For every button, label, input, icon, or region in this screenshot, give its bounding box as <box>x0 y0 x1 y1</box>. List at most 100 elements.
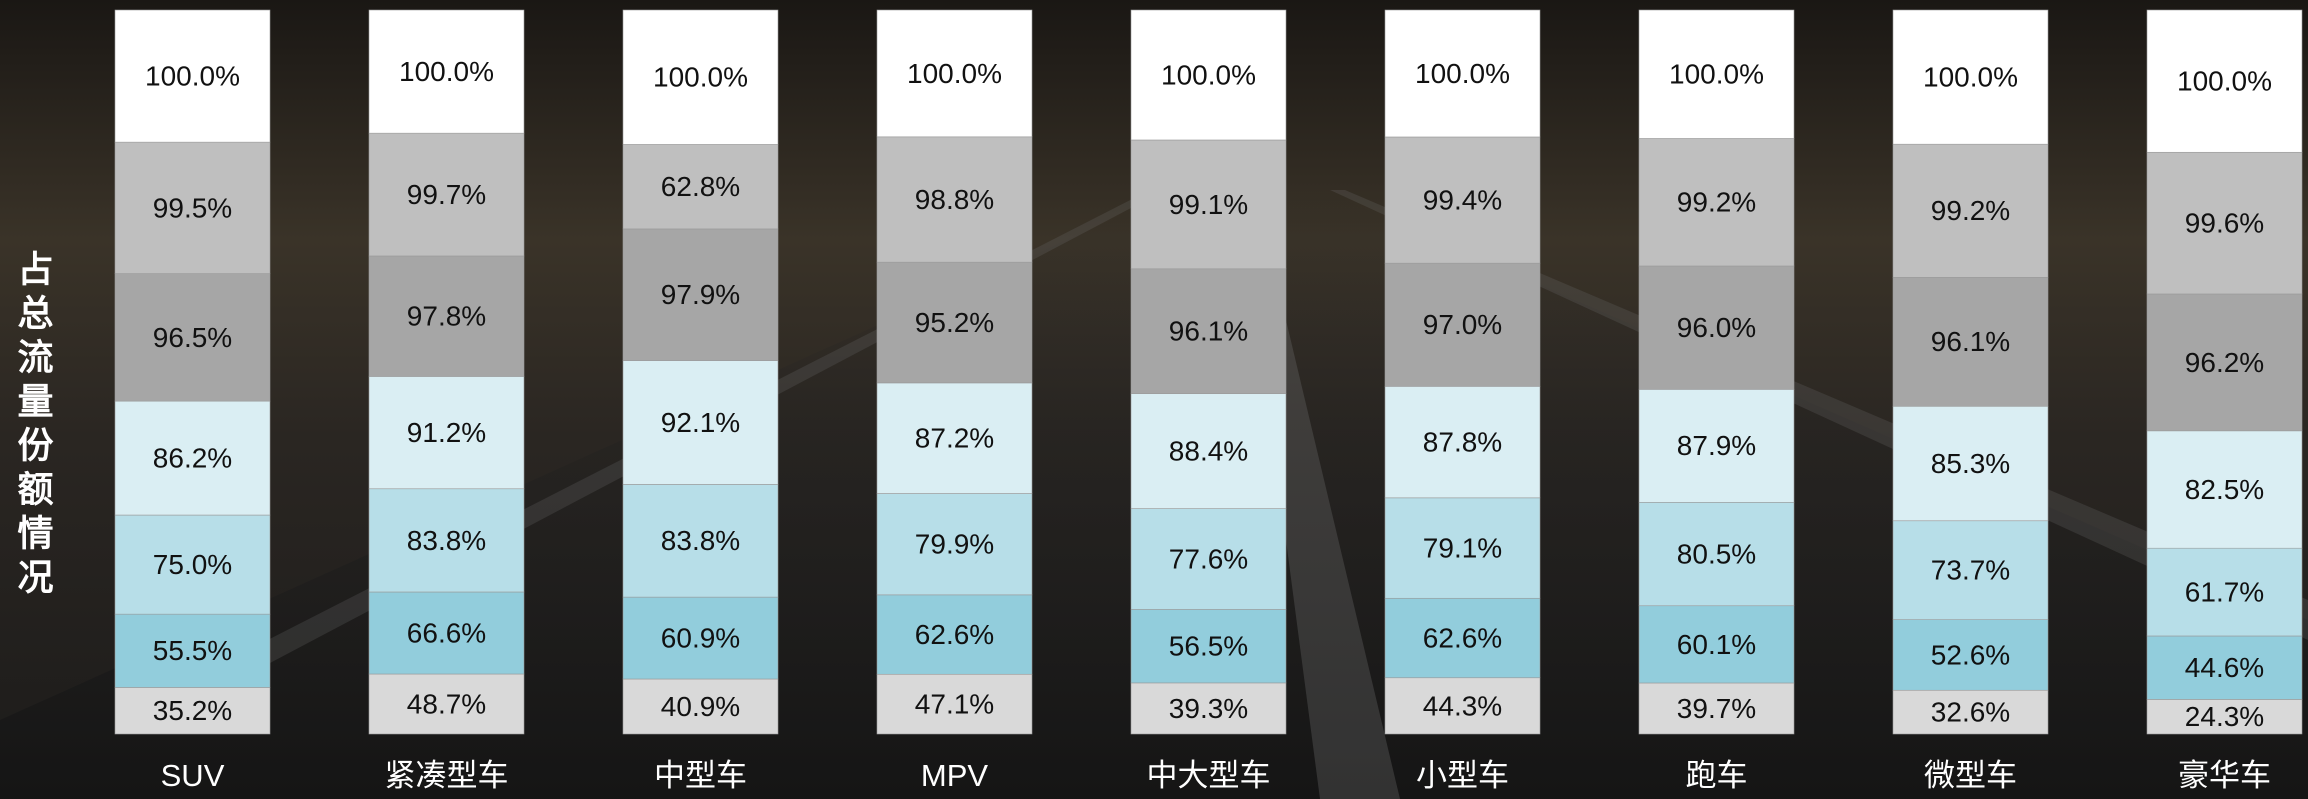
bar-segment <box>114 273 271 402</box>
data-label: 44.3% <box>1423 690 1502 721</box>
bar-segment <box>876 382 1033 494</box>
bar-segment <box>1384 136 1541 264</box>
bar-segment <box>114 687 271 735</box>
data-label: 99.2% <box>1677 187 1756 218</box>
x-tick-label: 跑车 <box>1686 758 1748 793</box>
data-label: 83.8% <box>661 525 740 556</box>
data-label: 99.6% <box>2185 208 2264 239</box>
data-label: 97.8% <box>407 301 486 332</box>
bar-segment <box>368 132 525 257</box>
data-label: 62.6% <box>915 619 994 650</box>
x-tick-label: 中大型车 <box>1147 758 1271 793</box>
bar-segment <box>1638 605 1795 684</box>
data-label: 97.0% <box>1423 309 1502 340</box>
bar-segment <box>876 9 1033 138</box>
bar-segment <box>876 136 1033 263</box>
data-label: 35.2% <box>153 695 232 726</box>
bar-segment <box>1892 143 2049 278</box>
data-label: 96.2% <box>2185 347 2264 378</box>
x-tick-label: 紧凑型车 <box>385 758 509 793</box>
x-tick-label: SUV <box>161 758 225 793</box>
data-label: 88.4% <box>1169 436 1248 467</box>
bar-segment <box>876 493 1033 596</box>
data-label: 100.0% <box>145 60 240 91</box>
bar-segment <box>622 596 779 680</box>
data-label: 96.1% <box>1931 326 2010 357</box>
data-label: 100.0% <box>1415 58 1510 89</box>
bar-segment <box>368 376 525 490</box>
data-label: 62.8% <box>661 171 740 202</box>
data-label: 100.0% <box>399 56 494 87</box>
data-label: 100.0% <box>907 58 1002 89</box>
data-label: 91.2% <box>407 417 486 448</box>
bar-segment <box>2146 635 2303 700</box>
data-label: 73.7% <box>1931 555 2010 586</box>
data-label: 87.8% <box>1423 426 1502 457</box>
x-tick-label: 豪华车 <box>2178 758 2271 793</box>
bar-segment <box>1892 277 2049 407</box>
x-tick-label: 中型车 <box>654 758 747 793</box>
bar-segment <box>1892 619 2049 691</box>
road-marking <box>1330 190 2308 640</box>
x-tick-label: 微型车 <box>1924 758 2017 793</box>
bar-segment <box>1384 677 1541 735</box>
bar-segment <box>622 678 779 735</box>
data-label: 24.3% <box>2185 701 2264 732</box>
data-label: 75.0% <box>153 549 232 580</box>
y-axis-title: 占总流量份额情况 <box>12 250 53 602</box>
data-label: 100.0% <box>1923 61 2018 92</box>
bar-segment <box>1384 262 1541 387</box>
bar-segment <box>622 484 779 598</box>
data-label: 96.0% <box>1677 312 1756 343</box>
data-label: 80.5% <box>1677 538 1756 569</box>
data-label: 48.7% <box>407 688 486 719</box>
bar-segment <box>622 228 779 361</box>
data-label: 52.6% <box>1931 639 2010 670</box>
bar-segment <box>114 141 271 274</box>
bar-segment <box>2146 547 2303 637</box>
bar-segment <box>2146 9 2303 153</box>
data-label: 44.6% <box>2185 652 2264 683</box>
data-label: 61.7% <box>2185 576 2264 607</box>
bar-segment <box>2146 151 2303 295</box>
data-label: 99.4% <box>1423 184 1502 215</box>
data-label: 55.5% <box>153 635 232 666</box>
data-label: 66.6% <box>407 617 486 648</box>
bar-segment <box>1130 609 1287 684</box>
bar-segment <box>876 594 1033 675</box>
bar-segment <box>114 613 271 688</box>
bar-segment <box>622 144 779 230</box>
bar-segment <box>368 488 525 593</box>
bar-segment <box>1638 138 1795 267</box>
data-label: 95.2% <box>915 307 994 338</box>
data-label: 87.9% <box>1677 430 1756 461</box>
data-label: 85.3% <box>1931 448 2010 479</box>
bar-segment <box>1892 405 2049 522</box>
data-label: 99.1% <box>1169 189 1248 220</box>
bar-segment <box>876 673 1033 735</box>
bar-segment <box>1638 502 1795 607</box>
bar-segment <box>2146 699 2303 735</box>
bar-segment <box>1384 597 1541 679</box>
bar-segment <box>368 255 525 377</box>
bar-segment <box>368 591 525 675</box>
data-label: 87.2% <box>915 423 994 454</box>
data-label: 96.5% <box>153 322 232 353</box>
data-label: 62.6% <box>1423 622 1502 653</box>
bar-segment <box>622 360 779 485</box>
bar-segment <box>1892 689 2049 735</box>
data-label: 92.1% <box>661 407 740 438</box>
bar-segment <box>1638 389 1795 503</box>
data-label: 99.7% <box>407 179 486 210</box>
data-label: 99.5% <box>153 192 232 223</box>
bar-segment <box>1892 9 2049 145</box>
x-tick-label: 小型车 <box>1416 758 1509 793</box>
data-label: 60.9% <box>661 622 740 653</box>
data-label: 79.1% <box>1423 532 1502 563</box>
data-label: 97.9% <box>661 279 740 310</box>
data-label: 40.9% <box>661 691 740 722</box>
bar-segment <box>114 400 271 516</box>
data-label: 32.6% <box>1931 697 2010 728</box>
